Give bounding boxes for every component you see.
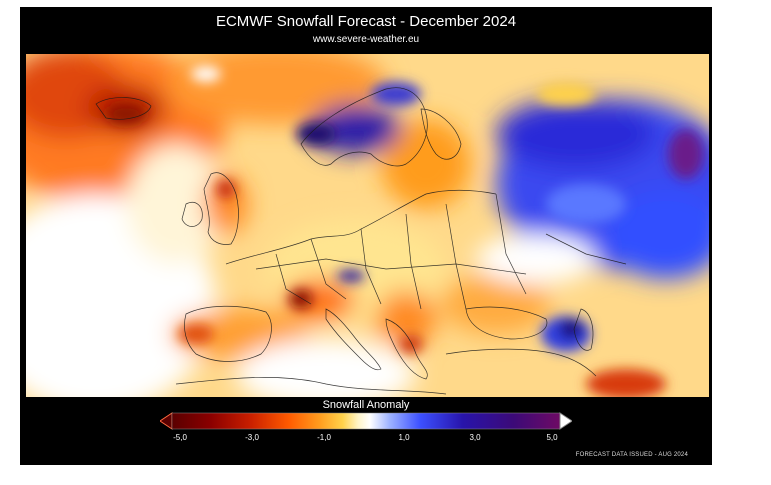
snowfall-anomaly-colorbar (160, 412, 572, 430)
forecast-issue-note: FORECAST DATA ISSUED - AUG 2024 (575, 452, 688, 458)
colorbar-tick-label: 5,0 (546, 433, 558, 442)
colorbar-gradient (171, 412, 561, 430)
colorbar-left-arrow (160, 412, 173, 430)
colorbar-tick-label: -3,0 (245, 433, 259, 442)
colorbar-tick-label: 1,0 (398, 433, 410, 442)
colorbar-right-arrow (559, 412, 572, 430)
map-title: ECMWF Snowfall Forecast - December 2024 (215, 13, 517, 30)
colorbar-tick-label: -1,0 (317, 433, 331, 442)
colorbar-tick-label: -5,0 (173, 433, 187, 442)
legend-title: Snowfall Anomaly (322, 399, 410, 411)
forecast-map-panel: ECMWF Snowfall Forecast - December 2024 … (20, 7, 712, 465)
snowfall-anomaly-map (26, 54, 709, 397)
colorbar-tick-label: 3,0 (469, 433, 481, 442)
source-url: www.severe-weather.eu (312, 34, 420, 45)
